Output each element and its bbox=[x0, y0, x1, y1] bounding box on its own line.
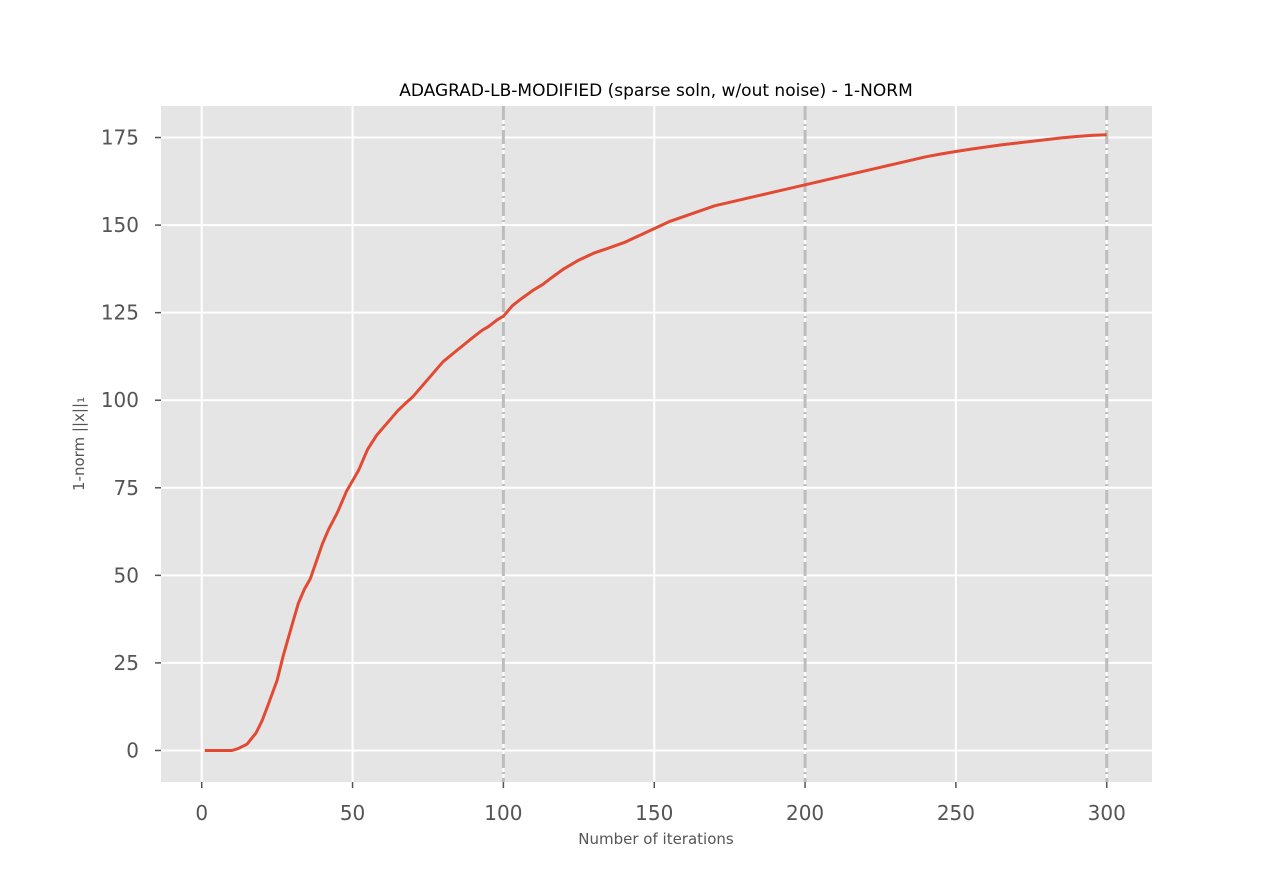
x-tick-label: 0 bbox=[195, 801, 208, 825]
series-line bbox=[204, 133, 1107, 752]
y-axis-label: 1-norm ||x||₁ bbox=[70, 397, 88, 491]
y-tick-label: 75 bbox=[114, 476, 139, 500]
chart-title: ADAGRAD-LB-MODIFIED (sparse soln, w/out … bbox=[399, 81, 913, 101]
series-layer bbox=[204, 133, 1107, 752]
x-tick-label: 50 bbox=[340, 801, 365, 825]
y-tick-label: 0 bbox=[126, 738, 139, 762]
tick-layer: 0 50 100 150 200 250 300 0 25 50 75 100 125 150 175 bbox=[101, 126, 1126, 825]
x-tick-label: 150 bbox=[635, 801, 673, 825]
x-tick-label: 100 bbox=[484, 801, 522, 825]
plot-background bbox=[161, 106, 1152, 782]
x-tick-label: 300 bbox=[1088, 801, 1126, 825]
y-tick-label: 100 bbox=[101, 388, 139, 412]
x-tick-label: 200 bbox=[786, 801, 824, 825]
x-axis-label: Number of iterations bbox=[578, 830, 734, 848]
y-tick-label: 150 bbox=[101, 213, 139, 237]
y-tick-label: 25 bbox=[114, 651, 139, 675]
vertical-lines bbox=[501, 106, 1109, 782]
x-tick-label: 250 bbox=[937, 801, 975, 825]
y-tick-label: 50 bbox=[114, 563, 139, 587]
y-tick-label: 175 bbox=[101, 126, 139, 150]
y-tick-label: 125 bbox=[101, 301, 139, 325]
